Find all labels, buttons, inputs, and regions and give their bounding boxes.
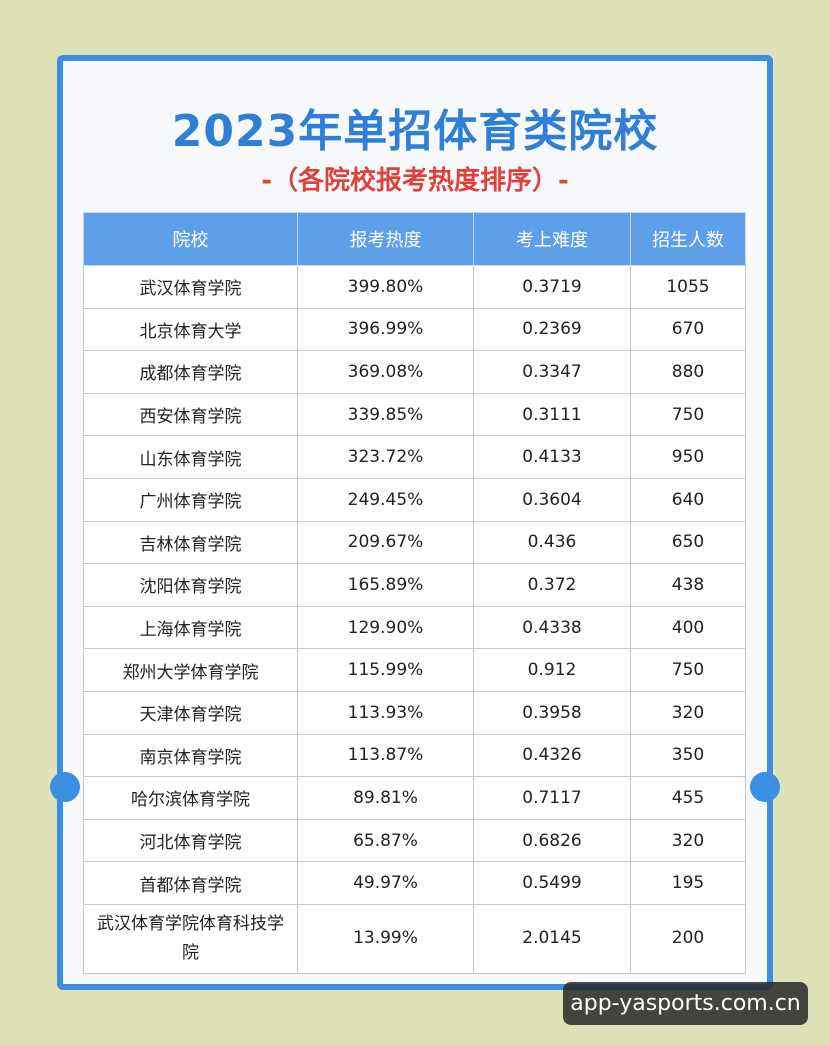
- table-cell: 438: [630, 563, 746, 607]
- table-cell: 115.99%: [297, 648, 474, 692]
- table-cell: 武汉体育学院体育科技学院: [83, 903, 298, 974]
- table-cell: 0.5499: [473, 861, 631, 905]
- table-cell: 640: [630, 477, 746, 522]
- table-cell: 2.0145: [473, 903, 631, 974]
- table-cell: 113.93%: [297, 690, 474, 735]
- table-row: 武汉体育学院体育科技学院 13.99% 2.0145 200: [83, 903, 746, 974]
- table-cell: 成都体育学院: [83, 350, 298, 394]
- table-cell: 399.80%: [297, 265, 474, 309]
- table-cell: 吉林体育学院: [83, 520, 298, 565]
- header-row: 院校 报考热度 考上难度 招生人数: [83, 212, 746, 266]
- table-row: 上海体育学院 129.90% 0.4338 400: [83, 605, 746, 650]
- table-cell: 249.45%: [297, 477, 474, 522]
- table-cell: 165.89%: [297, 563, 474, 607]
- table-cell: 西安体育学院: [83, 392, 298, 437]
- table-cell: 323.72%: [297, 435, 474, 479]
- table-cell: 0.3958: [473, 690, 631, 735]
- table-row: 北京体育大学 396.99% 0.2369 670: [83, 307, 746, 352]
- table-cell: 0.3347: [473, 350, 631, 394]
- table-cell: 天津体育学院: [83, 690, 298, 735]
- table-row: 山东体育学院 323.72% 0.4133 950: [83, 435, 746, 479]
- table-row: 郑州大学体育学院 115.99% 0.912 750: [83, 648, 746, 692]
- table-cell: 455: [630, 776, 746, 820]
- table-cell: 0.372: [473, 563, 631, 607]
- table-cell: 1055: [630, 265, 746, 309]
- table-row: 成都体育学院 369.08% 0.3347 880: [83, 350, 746, 394]
- table-row: 河北体育学院 65.87% 0.6826 320: [83, 818, 746, 863]
- table-cell: 750: [630, 648, 746, 692]
- table-cell: 320: [630, 818, 746, 863]
- table-cell: 0.3111: [473, 392, 631, 437]
- column-header: 院校: [83, 212, 298, 266]
- table-cell: 北京体育大学: [83, 307, 298, 352]
- table-cell: 200: [630, 903, 746, 974]
- table-cell: 89.81%: [297, 776, 474, 820]
- column-header: 报考热度: [297, 212, 474, 266]
- watermark: app-yasports.com.cn: [563, 982, 808, 1025]
- table-cell: 369.08%: [297, 350, 474, 394]
- table-cell: 65.87%: [297, 818, 474, 863]
- table-cell: 0.912: [473, 648, 631, 692]
- table-cell: 0.3604: [473, 477, 631, 522]
- table-cell: 0.4338: [473, 605, 631, 650]
- table-cell: 350: [630, 733, 746, 778]
- table-row: 广州体育学院 249.45% 0.3604 640: [83, 477, 746, 522]
- table-cell: 195: [630, 861, 746, 905]
- table-cell: 209.67%: [297, 520, 474, 565]
- table-cell: 河北体育学院: [83, 818, 298, 863]
- table-row: 南京体育学院 113.87% 0.4326 350: [83, 733, 746, 778]
- table-cell: 0.4326: [473, 733, 631, 778]
- table-cell: 0.3719: [473, 265, 631, 309]
- table-cell: 113.87%: [297, 733, 474, 778]
- table-cell: 沈阳体育学院: [83, 563, 298, 607]
- table-cell: 49.97%: [297, 861, 474, 905]
- table: 院校 报考热度 考上难度 招生人数 武汉体育学院 399.80% 0.3719 1055 北京…: [83, 212, 746, 974]
- table-body: 武汉体育学院 399.80% 0.3719 1055 北京体育大学 396.99% 0.23…: [83, 265, 746, 974]
- decor-dot: [50, 772, 80, 802]
- table-row: 武汉体育学院 399.80% 0.3719 1055: [83, 265, 746, 309]
- table-cell: 哈尔滨体育学院: [83, 776, 298, 820]
- table-cell: 南京体育学院: [83, 733, 298, 778]
- table-cell: 武汉体育学院: [83, 265, 298, 309]
- table-cell: 320: [630, 690, 746, 735]
- table-cell: 750: [630, 392, 746, 437]
- table-cell: 0.4133: [473, 435, 631, 479]
- table-cell: 0.436: [473, 520, 631, 565]
- table-row: 天津体育学院 113.93% 0.3958 320: [83, 690, 746, 735]
- table-cell: 广州体育学院: [83, 477, 298, 522]
- table-cell: 0.6826: [473, 818, 631, 863]
- decor-dot: [750, 772, 780, 802]
- table-cell: 650: [630, 520, 746, 565]
- table-cell: 郑州大学体育学院: [83, 648, 298, 692]
- table-cell: 670: [630, 307, 746, 352]
- table-row: 首都体育学院 49.97% 0.5499 195: [83, 861, 746, 905]
- table-cell: 13.99%: [297, 903, 474, 974]
- table-cell: 山东体育学院: [83, 435, 298, 479]
- column-header: 考上难度: [473, 212, 631, 266]
- table-cell: 880: [630, 350, 746, 394]
- table-row: 沈阳体育学院 165.89% 0.372 438: [83, 563, 746, 607]
- table-row: 吉林体育学院 209.67% 0.436 650: [83, 520, 746, 565]
- table-row: 哈尔滨体育学院 89.81% 0.7117 455: [83, 776, 746, 820]
- table-cell: 129.90%: [297, 605, 474, 650]
- table-cell: 首都体育学院: [83, 861, 298, 905]
- table-cell: 396.99%: [297, 307, 474, 352]
- table-cell: 上海体育学院: [83, 605, 298, 650]
- table-cell: 400: [630, 605, 746, 650]
- table-cell: 0.2369: [473, 307, 631, 352]
- title: 2023年单招体育类院校: [171, 106, 659, 157]
- table-cell: 0.7117: [473, 776, 631, 820]
- table-cell: 339.85%: [297, 392, 474, 437]
- table-row: 西安体育学院 339.85% 0.3111 750: [83, 392, 746, 437]
- column-header: 招生人数: [630, 212, 746, 266]
- subtitle: -（各院校报考热度排序）-: [261, 166, 569, 196]
- table-cell: 950: [630, 435, 746, 479]
